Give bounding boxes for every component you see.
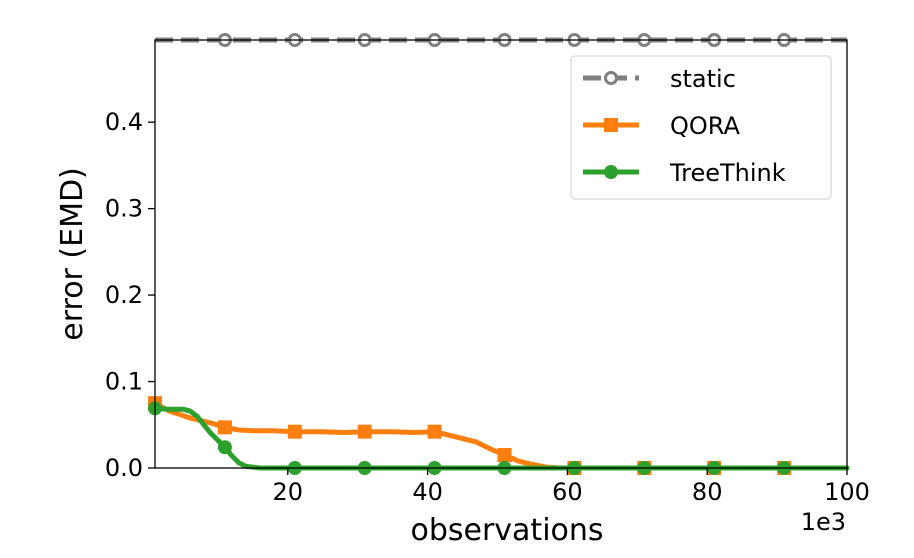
legend-label-qora: QORA [670,112,740,140]
data-point-treethink [217,440,232,455]
legend-item-static: static [583,65,736,93]
y-tick-label: 0.4 [105,108,143,136]
data-point-qora [427,424,442,439]
x-offset-label: 1e3 [801,508,846,536]
legend-item-qora: QORA [583,112,740,140]
y-axis: 0.0 0.1 0.2 0.3 0.4 [105,108,155,482]
data-point-qora [217,420,232,435]
x-tick-label: 80 [692,478,723,506]
data-point-qora [497,448,512,463]
x-tick-label: 20 [273,478,304,506]
y-tick-label: 0.1 [105,368,143,396]
data-point-qora [287,424,302,439]
legend-label-static: static [670,65,736,93]
x-tick-label: 40 [412,478,443,506]
x-tick-label: 60 [552,478,583,506]
y-axis-title: error (EMD) [55,167,90,341]
legend-marker-qora [604,118,618,132]
x-tick-label: 100 [824,478,870,506]
legend: static QORA TreeThink [570,55,832,200]
data-point-qora [357,424,372,439]
legend-marker-treethink [604,165,618,179]
y-tick-label: 0.0 [105,454,143,482]
legend-item-treethink: TreeThink [583,159,786,187]
legend-box [570,55,832,200]
y-tick-label: 0.3 [105,195,143,223]
x-axis: 20 40 60 80 100 [273,468,870,506]
plot-frame [154,39,848,469]
legend-marker-static [604,71,618,85]
legend-label-treethink: TreeThink [669,159,786,187]
x-axis-title: observations [410,513,603,548]
y-tick-label: 0.2 [105,281,143,309]
